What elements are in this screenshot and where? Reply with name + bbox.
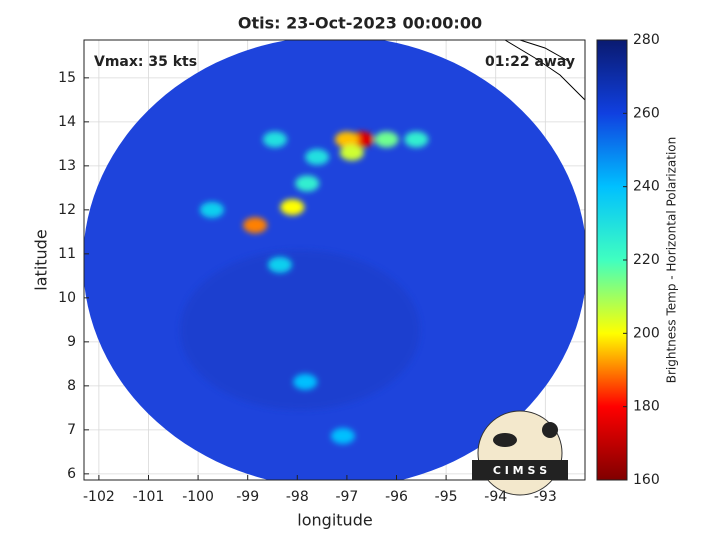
chart-title: Otis: 23-Oct-2023 00:00:00 — [238, 14, 482, 33]
plot-frame — [83, 39, 586, 481]
colorbar-label: Brightness Temp - Horizontal Polarizatio… — [665, 137, 679, 384]
hotspot — [262, 131, 287, 148]
x-tick-label: -94 — [484, 489, 507, 505]
x-axis-label: longitude — [297, 511, 372, 530]
colorbar-tick-label: 260 — [633, 105, 660, 121]
logo-text: C I M S S — [493, 464, 547, 477]
hotspot — [334, 131, 359, 148]
x-tick-label: -98 — [286, 489, 309, 505]
coastline — [504, 40, 585, 101]
annotation: Vmax: 35 kts — [94, 54, 197, 70]
y-tick-label: 12 — [58, 202, 76, 218]
colorbar-tick-label: 240 — [633, 179, 660, 195]
x-tick-label: -96 — [385, 489, 408, 505]
y-tick-label: 6 — [67, 466, 76, 482]
x-tick-label: -100 — [182, 489, 214, 505]
y-tick-label: 7 — [67, 422, 76, 438]
colorbar-tick-label: 200 — [633, 325, 660, 341]
hotspot — [305, 149, 330, 166]
y-tick-label: 8 — [67, 378, 76, 394]
y-tick-label: 9 — [67, 334, 76, 350]
hotspot — [199, 201, 224, 218]
logo-tower — [542, 422, 558, 438]
y-tick-label: 10 — [58, 290, 76, 306]
swath-shade — [180, 250, 420, 410]
hotspot — [404, 131, 429, 148]
y-tick-label: 14 — [58, 114, 76, 130]
x-tick-label: -93 — [534, 489, 557, 505]
x-tick-label: -97 — [335, 489, 358, 505]
hotspot — [339, 144, 364, 161]
x-tick-label: -101 — [133, 489, 165, 505]
x-tick-label: -102 — [83, 489, 115, 505]
y-tick-label: 11 — [58, 246, 76, 262]
y-axis-label: latitude — [32, 229, 51, 290]
hotspot — [280, 199, 305, 216]
x-tick-label: -95 — [435, 489, 458, 505]
colorbar-tick-label: 160 — [633, 472, 660, 488]
logo: C I M S S — [472, 410, 568, 496]
colorbar-tick-label: 180 — [633, 399, 660, 415]
y-tick-label: 15 — [58, 70, 76, 86]
hotspot — [374, 131, 399, 148]
swath — [84, 40, 585, 480]
colorbar-tick-label: 220 — [633, 252, 660, 268]
logo-dish — [493, 433, 517, 447]
hotspot — [330, 428, 355, 444]
hotspot — [293, 373, 318, 390]
hotspot — [295, 175, 320, 192]
hotspot — [243, 217, 268, 234]
x-tick-label: -99 — [236, 489, 259, 505]
hotspots — [199, 131, 429, 444]
y-tick-label: 13 — [58, 158, 76, 174]
annotation: 01:22 away — [485, 54, 575, 70]
hotspot — [267, 256, 292, 273]
colorbar-tick-label: 280 — [633, 32, 660, 48]
colorbar — [596, 39, 628, 481]
